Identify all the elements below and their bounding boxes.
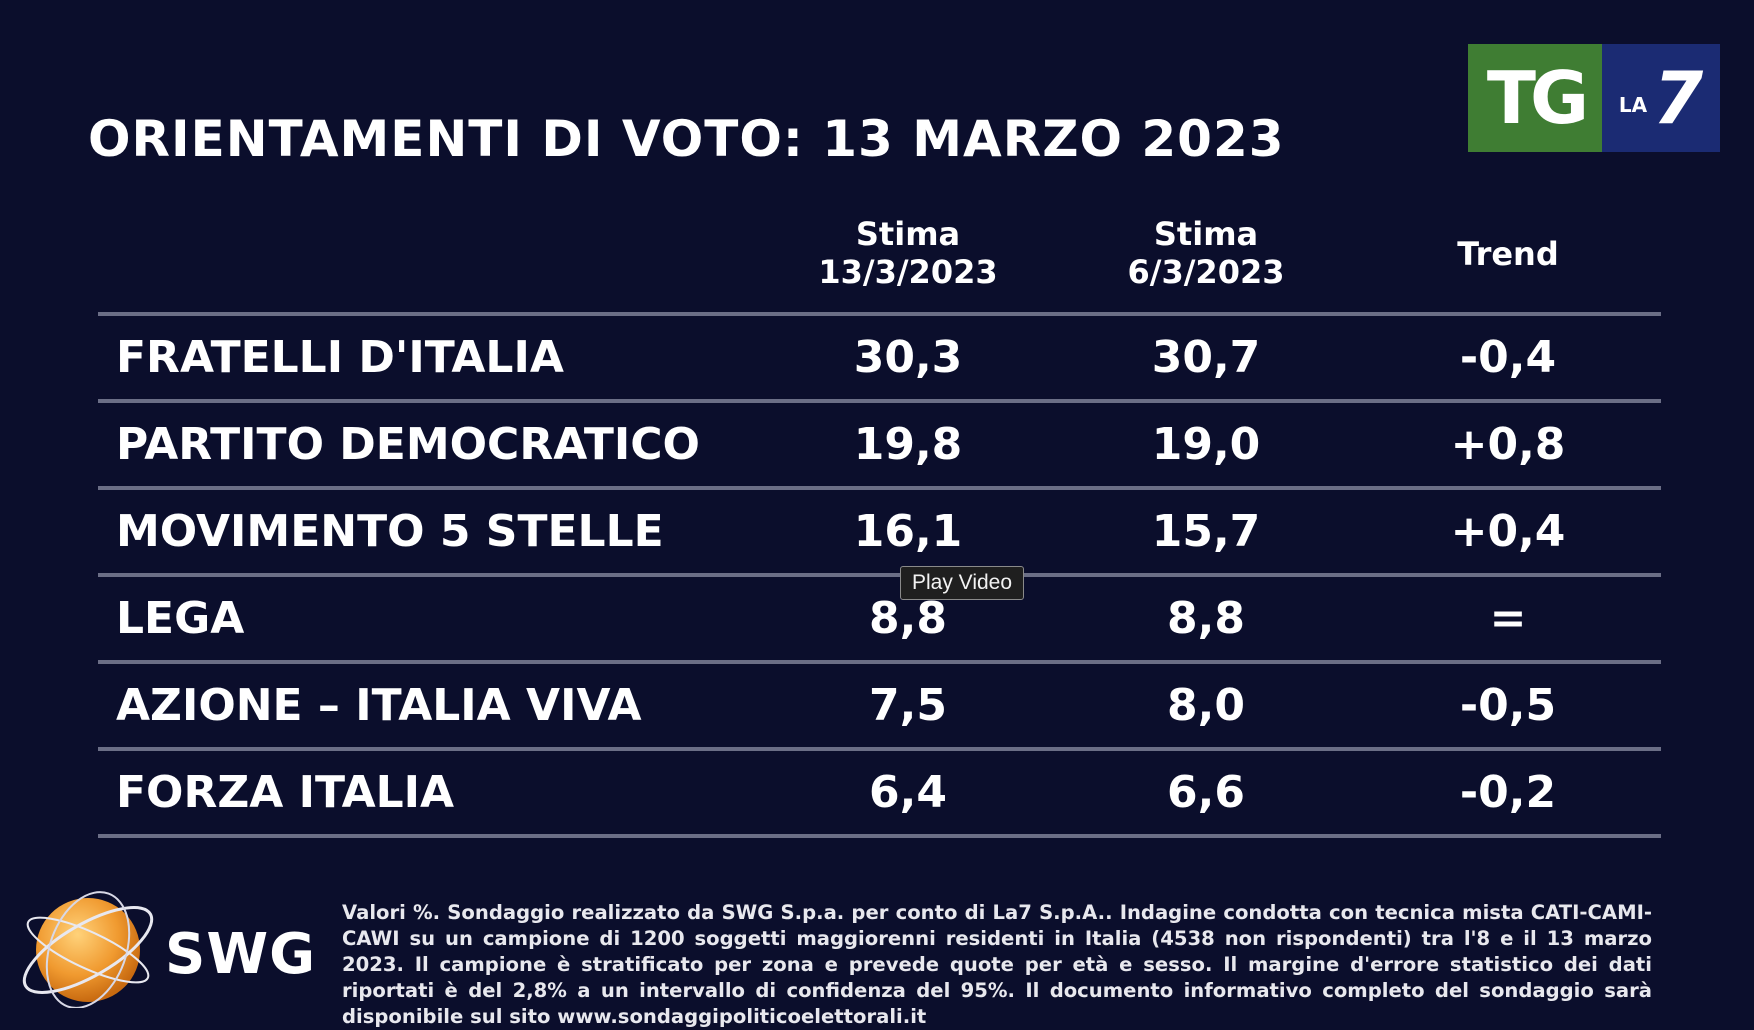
trend-value: -0,5: [1459, 680, 1557, 731]
party-name: FRATELLI D'ITALIA: [116, 332, 564, 383]
column-header-estimate-current: Stima 13/3/2023: [800, 215, 1016, 291]
la7-logo-la: LA: [1618, 93, 1648, 117]
estimate-current: 7,5: [869, 680, 947, 731]
la7-logo-part: LA 7: [1602, 44, 1720, 152]
estimate-previous: 19,0: [1151, 419, 1261, 470]
poll-title: ORIENTAMENTI DI VOTO: 13 MARZO 2023: [88, 110, 1285, 168]
column-header-date: 6/3/2023: [1127, 253, 1285, 291]
estimate-current: 8,8: [869, 593, 947, 644]
trend-value: =: [1489, 593, 1527, 644]
table-row: PARTITO DEMOCRATICO 19,8 19,0 +0,8: [98, 403, 1661, 490]
swg-wordmark: SWG: [165, 922, 317, 987]
column-header-trend: Trend: [1457, 235, 1559, 273]
trend-value: -0,2: [1459, 767, 1557, 818]
tg-logo-text: TG: [1468, 44, 1602, 152]
methodology-footnote: Valori %. Sondaggio realizzato da SWG S.…: [342, 901, 1652, 1028]
tg-la7-logo: TG LA 7: [1468, 44, 1720, 152]
table-row: LEGA 8,8 8,8 =: [98, 577, 1661, 664]
estimate-current: 30,3: [853, 332, 963, 383]
trend-value: -0,4: [1459, 332, 1557, 383]
estimate-current: 19,8: [853, 419, 963, 470]
party-name: LEGA: [116, 593, 245, 644]
estimate-current: 6,4: [869, 767, 947, 818]
table-row: FORZA ITALIA 6,4 6,6 -0,2: [98, 751, 1661, 838]
trend-value: +0,8: [1450, 419, 1566, 470]
table-row: AZIONE – ITALIA VIVA 7,5 8,0 -0,5: [98, 664, 1661, 751]
table-row: MOVIMENTO 5 STELLE 16,1 15,7 +0,4: [98, 490, 1661, 577]
column-header-label: Stima: [855, 215, 961, 253]
party-name: AZIONE – ITALIA VIVA: [116, 680, 642, 731]
estimate-previous: 8,8: [1167, 593, 1245, 644]
estimate-previous: 30,7: [1151, 332, 1261, 383]
column-header-label: Stima: [1153, 215, 1259, 253]
party-name: FORZA ITALIA: [116, 767, 455, 818]
swg-globe-icon: [22, 891, 154, 1008]
column-header-date: 13/3/2023: [818, 253, 998, 291]
estimate-previous: 6,6: [1167, 767, 1245, 818]
estimate-previous: 8,0: [1167, 680, 1245, 731]
estimate-previous: 15,7: [1151, 506, 1261, 557]
trend-value: +0,4: [1450, 506, 1566, 557]
party-name: PARTITO DEMOCRATICO: [116, 419, 700, 470]
la7-logo-seven: 7: [1653, 56, 1704, 140]
party-name: MOVIMENTO 5 STELLE: [116, 506, 664, 557]
estimate-current: 16,1: [853, 506, 963, 557]
poll-table: FRATELLI D'ITALIA 30,3 30,7 -0,4 PARTITO…: [98, 312, 1661, 838]
table-row: FRATELLI D'ITALIA 30,3 30,7 -0,4: [98, 316, 1661, 403]
column-header-estimate-previous: Stima 6/3/2023: [1098, 215, 1314, 291]
play-video-tooltip[interactable]: Play Video: [900, 566, 1025, 600]
